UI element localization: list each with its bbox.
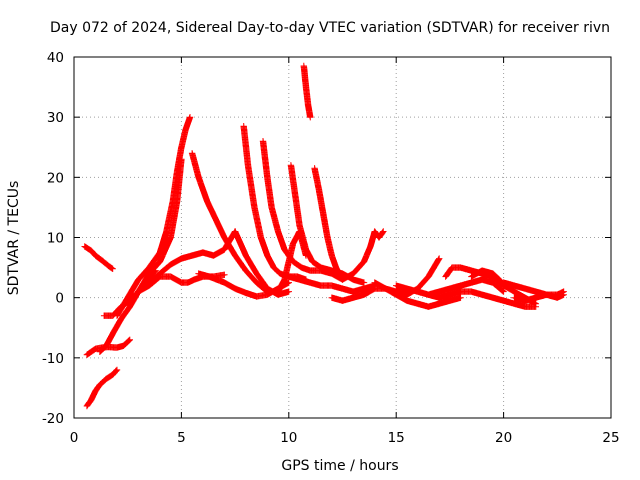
data-point-markers <box>124 228 239 307</box>
series-arc16 <box>300 62 314 121</box>
data-point-markers <box>311 165 344 280</box>
grid-layer <box>74 57 611 418</box>
tick-layer: 0 5 10 15 20 25 -20 -10 0 10 20 30 40 <box>42 50 620 446</box>
y-tick-label: 40 <box>47 50 64 66</box>
series-arc09 <box>188 150 271 295</box>
y-axis-label: SDTVAR / TECUs <box>6 181 22 296</box>
x-tick-label: 5 <box>177 430 186 446</box>
x-tick-label: 0 <box>70 430 79 446</box>
x-axis-label: GPS time / hours <box>281 458 398 474</box>
series-arc02 <box>83 366 121 410</box>
data-point-markers <box>300 62 314 121</box>
series-arc27 <box>511 291 567 304</box>
y-tick-label: 10 <box>47 231 64 247</box>
data-point-markers <box>231 228 292 298</box>
x-tick-label: 10 <box>280 430 297 446</box>
series-arc21 <box>371 279 464 310</box>
y-tick-label: 30 <box>47 110 64 126</box>
y-tick-label: 20 <box>47 170 64 186</box>
series-arc18 <box>285 273 378 295</box>
x-tick-label: 20 <box>495 430 512 446</box>
series-arc11 <box>231 228 292 298</box>
x-tick-label: 25 <box>602 430 619 446</box>
series-arc06 <box>113 114 194 319</box>
data-point-markers <box>83 366 121 410</box>
series-arc24 <box>425 288 539 310</box>
y-tick-label: 0 <box>55 291 64 307</box>
series-arc08 <box>124 228 239 307</box>
y-tick-label: -20 <box>42 411 64 427</box>
series-arc01 <box>81 243 116 272</box>
series-arc17 <box>311 165 344 280</box>
data-point-markers <box>188 150 271 295</box>
data-point-markers <box>285 273 378 295</box>
x-tick-label: 15 <box>388 430 405 446</box>
data-point-markers <box>113 114 194 319</box>
data-point-markers <box>511 291 567 304</box>
series-arc19 <box>339 228 387 283</box>
y-tick-label: -10 <box>42 351 64 367</box>
data-layer <box>81 62 567 410</box>
data-point-markers <box>81 243 116 272</box>
chart-title: Day 072 of 2024, Sidereal Day-to-day VTE… <box>50 20 610 36</box>
data-point-markers <box>339 228 387 283</box>
data-point-markers <box>425 288 539 310</box>
data-point-markers <box>371 279 464 310</box>
